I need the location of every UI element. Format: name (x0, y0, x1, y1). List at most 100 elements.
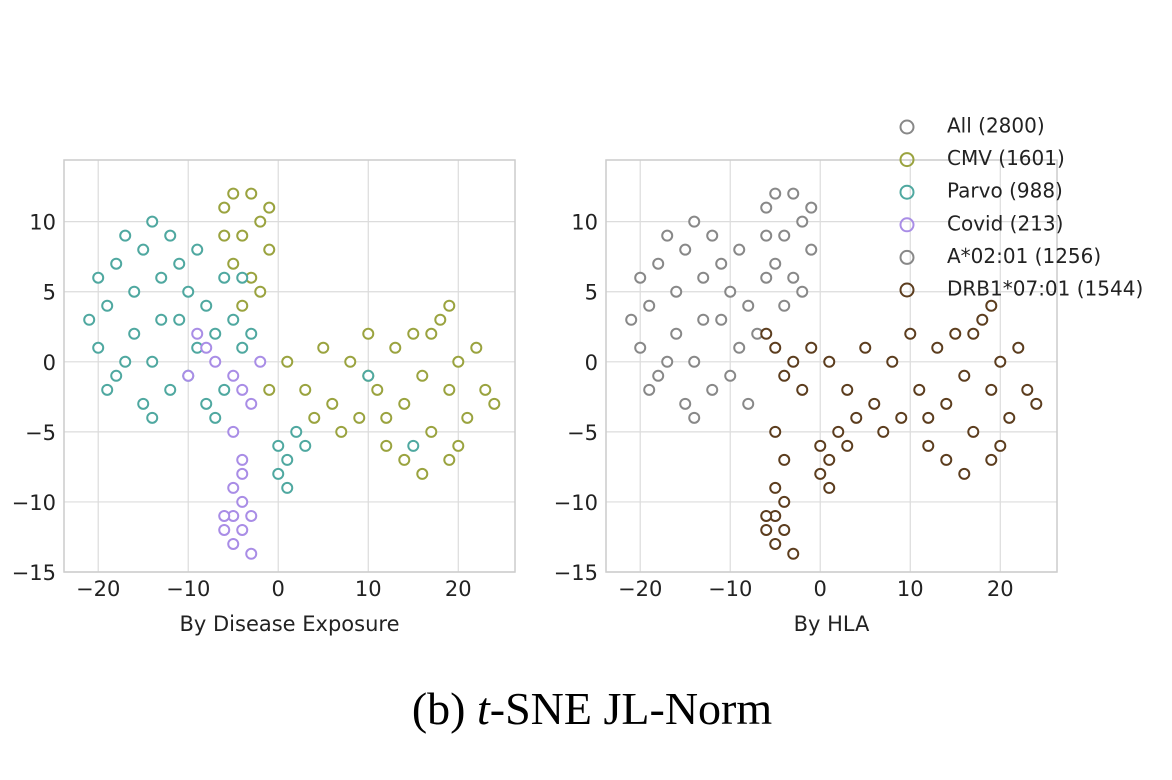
point (380, 411, 393, 424)
point (796, 215, 809, 228)
point (218, 271, 231, 284)
legend-marker (899, 152, 915, 168)
point (652, 257, 665, 270)
point (697, 313, 710, 326)
point (470, 341, 483, 354)
point (958, 467, 971, 480)
point (949, 327, 962, 340)
point (182, 369, 195, 382)
point (227, 257, 240, 270)
point (994, 439, 1007, 452)
point (787, 271, 800, 284)
point (760, 201, 773, 214)
point (263, 201, 276, 214)
point (164, 229, 177, 242)
point (940, 397, 953, 410)
point (706, 229, 719, 242)
point (272, 439, 285, 452)
point (760, 509, 773, 522)
point (218, 523, 231, 536)
point (461, 411, 474, 424)
point (796, 383, 809, 396)
point (733, 341, 746, 354)
point (634, 341, 647, 354)
point (146, 355, 159, 368)
legend-marker (899, 119, 915, 135)
point (227, 481, 240, 494)
x-axis-label: By HLA (794, 612, 870, 636)
legend: All (2800) CMV (1601) Parvo (988) Covid (21… (899, 114, 1143, 301)
legend-label: A*02:01 (1256) (947, 244, 1101, 268)
point (688, 411, 701, 424)
y-tick-label: −10 (12, 491, 56, 515)
point (1021, 383, 1034, 396)
point (985, 299, 998, 312)
point (661, 355, 674, 368)
point (733, 243, 746, 256)
x-tick-label: 0 (814, 577, 827, 601)
point (715, 257, 728, 270)
point (958, 369, 971, 382)
point (697, 271, 710, 284)
point (389, 341, 402, 354)
point (254, 285, 267, 298)
point (452, 355, 465, 368)
legend-label: DRB1*07:01 (1544) (947, 277, 1143, 301)
y-tick-label: −5 (567, 421, 598, 445)
point (1003, 411, 1016, 424)
point (670, 327, 683, 340)
point (769, 257, 782, 270)
point (796, 285, 809, 298)
point (236, 495, 249, 508)
point (290, 425, 303, 438)
point (443, 299, 456, 312)
point (110, 369, 123, 382)
point (1030, 397, 1043, 410)
point (877, 425, 890, 438)
point (688, 215, 701, 228)
point (407, 327, 420, 340)
point (805, 341, 818, 354)
y-tick-label: 10 (29, 211, 56, 235)
point (272, 467, 285, 480)
point (191, 243, 204, 256)
point (101, 383, 114, 396)
point (308, 411, 321, 424)
point (967, 425, 980, 438)
point (769, 537, 782, 550)
caption: (b) t-SNE JL-Norm (412, 683, 772, 734)
point (245, 327, 258, 340)
point (209, 411, 222, 424)
point (326, 397, 339, 410)
y-tick-label: 10 (571, 211, 598, 235)
point (643, 299, 656, 312)
point (778, 299, 791, 312)
point (787, 187, 800, 200)
point (488, 397, 501, 410)
point (209, 355, 222, 368)
point (778, 523, 791, 536)
point (119, 355, 132, 368)
point (742, 299, 755, 312)
point (425, 425, 438, 438)
point (236, 229, 249, 242)
point (778, 229, 791, 242)
point (985, 383, 998, 396)
point (218, 509, 231, 522)
point (706, 383, 719, 396)
x-tick-label: −10 (166, 577, 210, 601)
point (931, 341, 944, 354)
point (895, 411, 908, 424)
y-tick-label: −15 (12, 561, 56, 585)
point (814, 439, 827, 452)
point (236, 523, 249, 536)
point (742, 397, 755, 410)
point (670, 285, 683, 298)
point (769, 341, 782, 354)
point (398, 453, 411, 466)
point (823, 481, 836, 494)
x-tick-label: 10 (897, 577, 924, 601)
point (119, 229, 132, 242)
point (281, 481, 294, 494)
point (146, 411, 159, 424)
